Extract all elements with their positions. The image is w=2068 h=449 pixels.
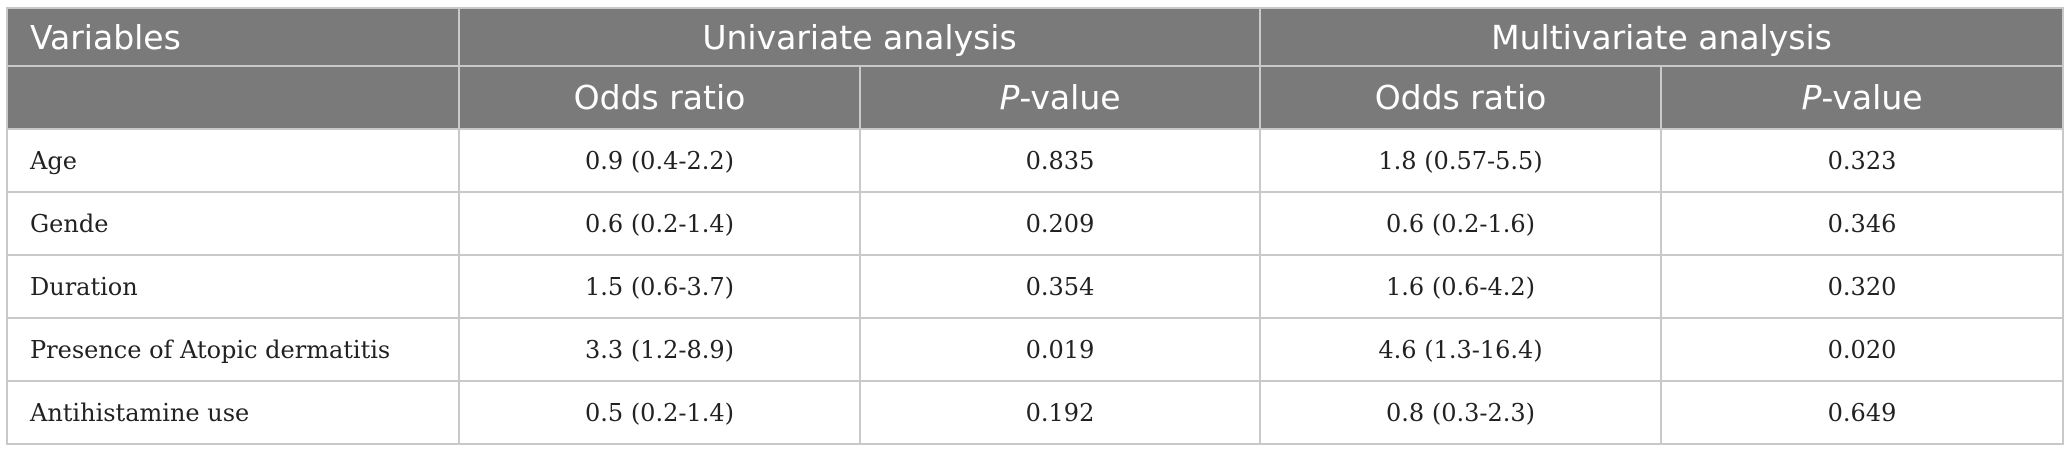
header-variables: Variables [6, 7, 460, 67]
cell-multi-p-value: 0.020 [1660, 317, 2065, 382]
cell-uni-p-value: 0.019 [858, 317, 1262, 382]
table-row: Gende 0.6 (0.2-1.4) 0.209 0.6 (0.2-1.6) … [6, 191, 2065, 256]
cell-multi-p-value: 0.649 [1660, 380, 2065, 445]
header-multi-p-letter: P [1801, 78, 1822, 117]
header-row-1: Variables Univariate analysis Multivaria… [6, 7, 2065, 67]
cell-uni-p-value: 0.835 [858, 128, 1262, 193]
cell-uni-odds-ratio: 3.3 (1.2-8.9) [458, 317, 861, 382]
header-uni-odds-ratio: Odds ratio [458, 65, 861, 130]
cell-uni-p-value: 0.192 [858, 380, 1262, 445]
header-multi-odds-ratio: Odds ratio [1259, 65, 1663, 130]
cell-multi-odds-ratio: 0.6 (0.2-1.6) [1259, 191, 1663, 256]
table-row: Presence of Atopic dermatitis 3.3 (1.2-8… [6, 317, 2065, 382]
cell-uni-p-value: 0.354 [858, 254, 1262, 319]
table-row: Duration 1.5 (0.6-3.7) 0.354 1.6 (0.6-4.… [6, 254, 2065, 319]
results-table-container: Variables Univariate analysis Multivaria… [6, 7, 2065, 445]
header-multi-p-value: P-value [1660, 65, 2065, 130]
cell-variable: Gende [6, 191, 460, 256]
cell-multi-odds-ratio: 1.8 (0.57-5.5) [1259, 128, 1663, 193]
table-row: Antihistamine use 0.5 (0.2-1.4) 0.192 0.… [6, 380, 2065, 445]
cell-uni-p-value: 0.209 [858, 191, 1262, 256]
cell-multi-odds-ratio: 0.8 (0.3-2.3) [1259, 380, 1663, 445]
cell-uni-odds-ratio: 0.9 (0.4-2.2) [458, 128, 861, 193]
cell-multi-p-value: 0.320 [1660, 254, 2065, 319]
cell-uni-odds-ratio: 0.5 (0.2-1.4) [458, 380, 861, 445]
cell-variable: Presence of Atopic dermatitis [6, 317, 460, 382]
header-multi-p-suffix: -value [1821, 78, 1923, 117]
table-header: Variables Univariate analysis Multivaria… [6, 7, 2065, 130]
table-row: Age 0.9 (0.4-2.2) 0.835 1.8 (0.57-5.5) 0… [6, 128, 2065, 193]
header-uni-p-suffix: -value [1019, 78, 1121, 117]
cell-variable: Age [6, 128, 460, 193]
cell-variable: Duration [6, 254, 460, 319]
header-multivariate: Multivariate analysis [1259, 7, 2065, 67]
cell-uni-odds-ratio: 0.6 (0.2-1.4) [458, 191, 861, 256]
table-body: Age 0.9 (0.4-2.2) 0.835 1.8 (0.57-5.5) 0… [6, 128, 2065, 445]
cell-multi-odds-ratio: 4.6 (1.3-16.4) [1259, 317, 1663, 382]
cell-multi-p-value: 0.346 [1660, 191, 2065, 256]
header-blank [6, 65, 460, 130]
cell-multi-p-value: 0.323 [1660, 128, 2065, 193]
header-univariate: Univariate analysis [457, 7, 1262, 67]
header-uni-p-value: P-value [858, 65, 1262, 130]
results-table: Variables Univariate analysis Multivaria… [6, 7, 2065, 445]
cell-multi-odds-ratio: 1.6 (0.6-4.2) [1259, 254, 1663, 319]
cell-variable: Antihistamine use [6, 380, 460, 445]
cell-uni-odds-ratio: 1.5 (0.6-3.7) [458, 254, 861, 319]
header-uni-p-letter: P [999, 78, 1020, 117]
header-row-2: Odds ratio P-value Odds ratio P-value [6, 65, 2065, 130]
